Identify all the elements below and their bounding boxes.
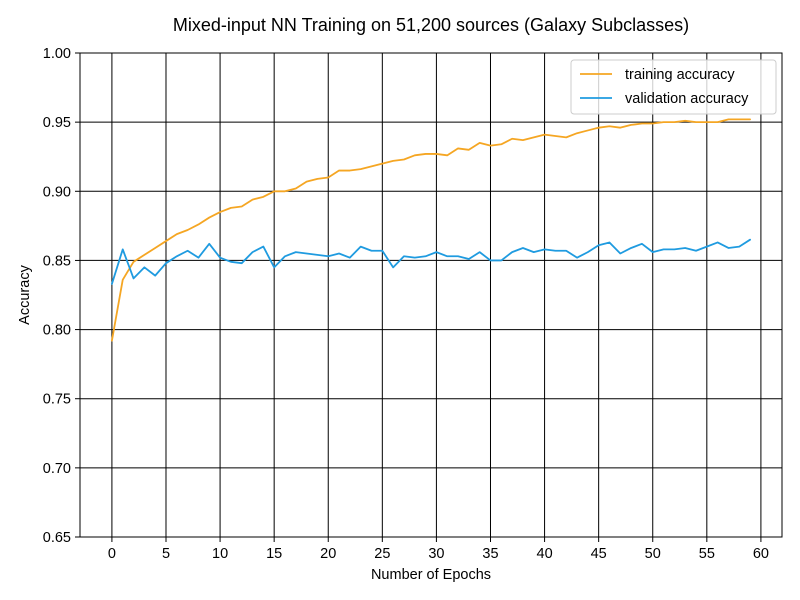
x-tick-label: 40 [537, 546, 553, 562]
y-tick-label: 0.80 [43, 323, 71, 339]
x-tick-label: 45 [591, 546, 607, 562]
x-tick-label: 5 [162, 546, 170, 562]
x-ticks: 0 5 10 15 20 25 30 35 40 45 50 55 60 [108, 537, 769, 562]
y-tick-label: 1.00 [43, 46, 71, 62]
series-lines [111, 118, 751, 342]
y-tick-label: 0.95 [43, 115, 71, 131]
series-line-training [111, 118, 751, 342]
x-tick-label: 60 [753, 546, 769, 562]
legend: training accuracy validation accuracy [570, 59, 777, 115]
series-line-validation [111, 238, 751, 285]
y-ticks: 0.65 0.70 0.75 0.80 0.85 0.90 0.95 1.00 [43, 46, 80, 546]
x-tick-label: 10 [212, 546, 228, 562]
chart-title: Mixed-input NN Training on 51,200 source… [173, 15, 689, 35]
plot-frame [79, 52, 783, 538]
x-tick-label: 20 [320, 546, 336, 562]
x-tick-label: 35 [482, 546, 498, 562]
x-axis-label: Number of Epochs [371, 567, 491, 583]
x-tick-label: 25 [374, 546, 390, 562]
y-tick-label: 0.70 [43, 461, 71, 477]
grid [80, 52, 782, 538]
y-tick-label: 0.90 [43, 184, 71, 200]
x-tick-label: 15 [266, 546, 282, 562]
x-tick-label: 55 [699, 546, 715, 562]
legend-box [570, 59, 777, 115]
legend-label: validation accuracy [625, 91, 749, 107]
x-tick-label: 0 [108, 546, 116, 562]
x-tick-label: 50 [645, 546, 661, 562]
y-tick-label: 0.85 [43, 253, 71, 269]
y-axis-label: Accuracy [17, 264, 33, 324]
y-tick-label: 0.75 [43, 392, 71, 408]
x-tick-label: 30 [428, 546, 444, 562]
y-tick-label: 0.65 [43, 530, 71, 546]
legend-label: training accuracy [625, 67, 735, 83]
